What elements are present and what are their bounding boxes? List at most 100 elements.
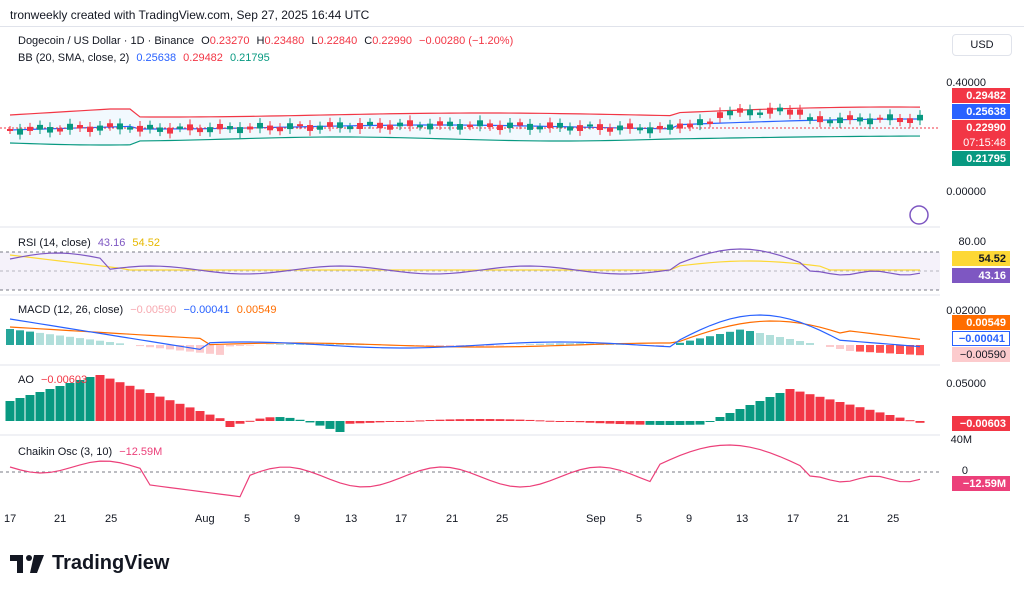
- chart-canvas[interactable]: [0, 27, 1024, 537]
- ao-bar: [125, 385, 135, 421]
- ao-bar: [795, 391, 805, 421]
- ao-bar: [655, 421, 665, 425]
- macd-histogram-bar: [566, 343, 574, 345]
- bb-upper-tag: 0.29482: [952, 88, 1010, 103]
- ao-bar: [865, 409, 875, 421]
- macd-scale-top: 0.02000: [946, 305, 986, 317]
- macd-histogram-bar: [36, 332, 44, 345]
- candle-body: [57, 128, 63, 132]
- candle-body: [647, 127, 653, 134]
- candle-body: [277, 127, 283, 132]
- macd-line: [9, 314, 921, 351]
- price-scale-top: 0.40000: [946, 77, 986, 89]
- rsi-label: RSI (14, close): [18, 237, 91, 249]
- time-axis-label: 9: [686, 513, 693, 525]
- tradingview-logo[interactable]: TradingView: [10, 552, 169, 575]
- currency-button[interactable]: USD: [952, 34, 1012, 56]
- ao-value-tag: −0.00603: [952, 416, 1010, 431]
- candle-body: [767, 107, 773, 114]
- macd-histogram-bar: [226, 345, 234, 347]
- candle-body: [697, 119, 703, 126]
- ao-bar: [55, 386, 65, 421]
- candle-body: [857, 117, 863, 122]
- rsi-legend: RSI (14, close) 43.16 54.52: [18, 237, 164, 249]
- candle-body: [157, 127, 163, 132]
- time-axis-label: 5: [636, 513, 643, 525]
- ao-bar: [915, 421, 925, 423]
- candle-body: [347, 126, 353, 130]
- candle-body: [657, 125, 663, 130]
- ao-bar: [675, 421, 685, 425]
- ao-bar: [505, 419, 515, 421]
- candle-body: [817, 116, 823, 123]
- candle-body: [327, 122, 333, 127]
- ao-bar: [405, 420, 415, 422]
- candle-body: [417, 124, 423, 128]
- macd-histogram-bar: [66, 336, 74, 345]
- rsi-ma-tag: 54.52: [952, 251, 1010, 266]
- ao-bar: [85, 377, 95, 421]
- rsi-ma-line: [9, 254, 920, 271]
- macd-histogram-bar: [176, 345, 184, 351]
- ao-bar: [825, 399, 835, 421]
- candle-body: [837, 117, 843, 124]
- macd-histogram-bar: [476, 345, 484, 347]
- macd-histogram-bar: [726, 331, 734, 345]
- macd-histogram-bar: [656, 345, 664, 347]
- ao-bar: [575, 421, 585, 423]
- ao-bar: [605, 421, 615, 424]
- candle-body: [527, 123, 533, 130]
- candle-body: [867, 118, 873, 125]
- ao-bar: [435, 419, 445, 421]
- ao-bar: [525, 419, 535, 421]
- candle-body: [107, 123, 113, 127]
- candle-body: [237, 127, 243, 134]
- macd-histogram-bar: [706, 336, 714, 345]
- candle-body: [667, 124, 673, 130]
- ao-bar: [15, 398, 25, 421]
- ao-bar: [45, 389, 55, 421]
- candle-body: [627, 123, 633, 129]
- bb-upper-value: 0.29482: [183, 52, 223, 64]
- macd-signal-line: [9, 320, 921, 348]
- macd-histogram-bar: [276, 344, 284, 345]
- ao-bar: [735, 409, 745, 421]
- candle-body: [587, 124, 593, 127]
- ao-bar: [535, 420, 545, 422]
- low-label: L: [311, 35, 318, 47]
- macd-histogram-bar: [156, 345, 164, 349]
- macd-hist-value: −0.00590: [130, 304, 177, 316]
- macd-histogram-bar: [776, 337, 784, 345]
- rsi-line: [9, 248, 921, 276]
- ao-bar: [765, 397, 775, 421]
- chart-area[interactable]: Dogecoin / US Dollar · 1D · Binance O0.2…: [0, 26, 1024, 536]
- time-axis-label: Sep: [586, 513, 606, 525]
- candle-body: [717, 112, 723, 118]
- low-value: 0.22840: [317, 35, 358, 47]
- ao-bar: [135, 389, 145, 421]
- candle-body: [337, 122, 343, 128]
- ao-bar: [625, 421, 635, 425]
- time-axis-label: Aug: [195, 513, 215, 525]
- candle-body: [877, 117, 883, 120]
- macd-legend: MACD (12, 26, close) −0.00590 −0.00041 0…: [18, 304, 280, 316]
- candle-body: [67, 123, 73, 130]
- ao-bar: [685, 421, 695, 425]
- chaikin-scale-zero: 0: [961, 465, 968, 477]
- macd-histogram-bar: [146, 345, 154, 348]
- macd-histogram-bar: [736, 329, 744, 345]
- candle-body: [437, 121, 443, 126]
- ao-bar: [485, 419, 495, 421]
- ao-bar: [835, 402, 845, 421]
- candle-body: [267, 125, 273, 131]
- macd-histogram-bar: [756, 333, 764, 345]
- candle-body: [387, 124, 393, 130]
- ao-bar: [665, 421, 675, 425]
- macd-histogram-bar: [786, 339, 794, 345]
- candle-body: [357, 123, 363, 130]
- ao-bar: [255, 418, 265, 421]
- macd-histogram-bar: [836, 345, 844, 349]
- macd-histogram-bar: [496, 345, 504, 346]
- candle-body: [847, 115, 853, 120]
- open-label: O: [201, 35, 210, 47]
